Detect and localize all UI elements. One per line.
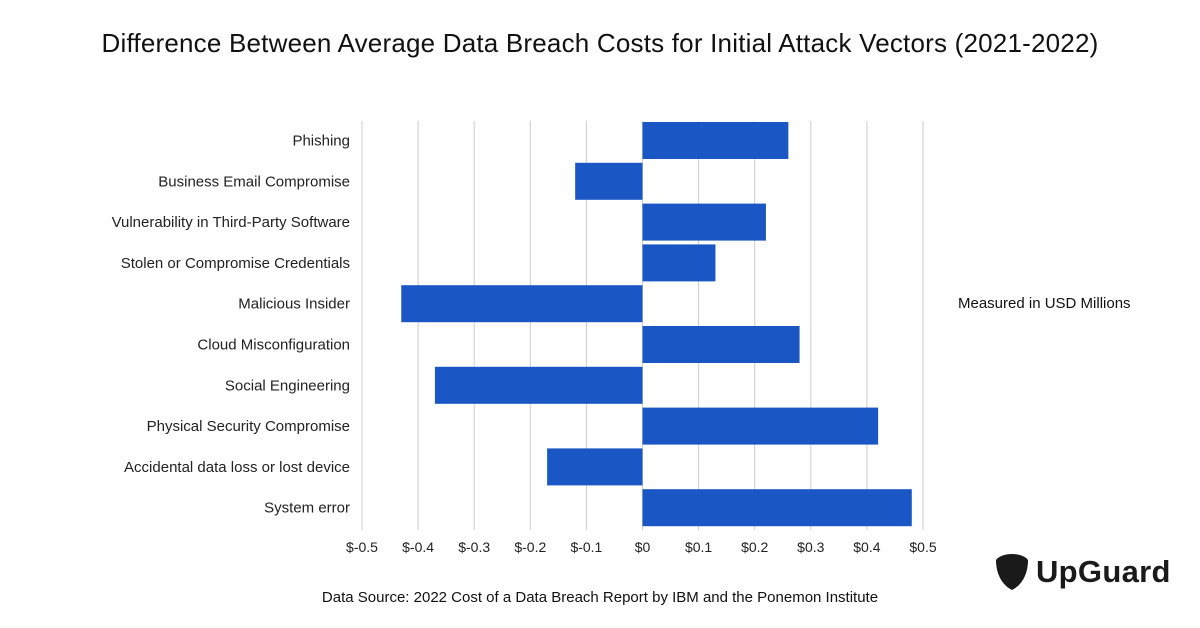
bar	[547, 448, 643, 486]
category-label: Cloud Misconfiguration	[197, 337, 350, 354]
bar	[642, 122, 789, 159]
category-label: Vulnerability in Third-Party Software	[112, 214, 350, 231]
bar	[434, 366, 643, 404]
category-label: Physical Security Compromise	[147, 418, 350, 435]
data-source-note: Data Source: 2022 Cost of a Data Breach …	[321, 589, 879, 606]
x-tick-label: $-0.5	[346, 539, 378, 555]
category-label: Business Email Compromise	[158, 173, 350, 190]
category-label: System error	[264, 500, 350, 517]
logo-text: UpGuard	[1036, 554, 1171, 589]
category-label: Accidental data loss or lost device	[124, 459, 350, 476]
bar	[642, 244, 716, 282]
shield-icon	[996, 554, 1028, 590]
chart-title: Difference Between Average Data Breach C…	[101, 28, 1099, 58]
bars	[401, 122, 912, 527]
x-tick-label: $0	[635, 539, 651, 555]
x-tick-label: $-0.1	[570, 539, 602, 555]
x-tick-label: $0.1	[685, 539, 712, 555]
x-tick-label: $0.5	[909, 539, 936, 555]
x-tick-label: $-0.4	[402, 539, 434, 555]
grid-lines	[361, 121, 924, 530]
x-tick-label: $0.4	[853, 539, 880, 555]
x-tick-label: $-0.2	[514, 539, 546, 555]
category-label: Stolen or Compromise Credentials	[121, 255, 350, 272]
x-tick-label: $0.2	[741, 539, 768, 555]
category-label: Phishing	[292, 133, 350, 150]
bar	[575, 162, 643, 200]
unit-note: Measured in USD Millions	[958, 295, 1131, 312]
upguard-logo: UpGuard	[994, 552, 1171, 592]
x-tick-labels: $-0.5 $-0.4 $-0.3 $-0.2 $-0.1 $0 $0.1 $0.2 $0.3 $…	[346, 539, 937, 555]
bar	[642, 203, 766, 241]
category-label: Social Engineering	[225, 377, 350, 394]
bar	[642, 489, 912, 527]
x-tick-label: $0.3	[797, 539, 824, 555]
category-labels: Phishing Business Email Compromise Vulnera…	[112, 133, 350, 517]
x-tick-label: $-0.3	[458, 539, 490, 555]
category-label: Malicious Insider	[238, 296, 350, 313]
bar	[401, 285, 643, 323]
bar	[642, 407, 879, 445]
bar	[642, 326, 800, 363]
